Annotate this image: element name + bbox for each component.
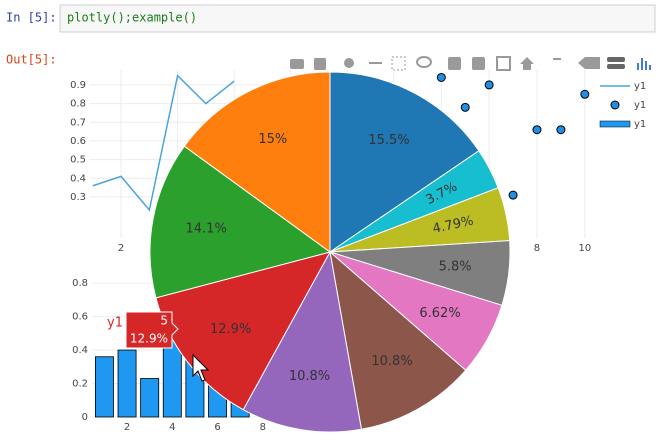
hover-value: 12.9% bbox=[130, 332, 168, 346]
y-tick-label: 0.9 bbox=[70, 80, 86, 91]
point bbox=[580, 89, 590, 99]
y-tick-label: 0.4 bbox=[72, 345, 88, 356]
point bbox=[460, 102, 470, 112]
plotly-logo[interactable] bbox=[637, 58, 651, 70]
bar bbox=[140, 378, 160, 418]
pan-icon[interactable] bbox=[369, 62, 382, 64]
pie-label: 5.8% bbox=[439, 259, 472, 274]
pie-slice bbox=[329, 250, 467, 430]
input-prompt: In [5]: bbox=[6, 11, 57, 25]
y-tick-label: 0.4 bbox=[70, 173, 86, 184]
legend-label: y1 bbox=[634, 119, 646, 130]
zoom-out-icon[interactable] bbox=[472, 57, 485, 70]
y-tick-label: 0.6 bbox=[72, 312, 88, 323]
lasso-icon[interactable] bbox=[416, 56, 432, 68]
y-tick-label: 0.6 bbox=[70, 136, 86, 147]
pie-label: 10.8% bbox=[289, 369, 330, 384]
hover-compare-icon[interactable] bbox=[607, 57, 625, 62]
point bbox=[532, 125, 542, 135]
y-tick-label: 0.2 bbox=[72, 379, 88, 390]
y-tick-label: 0 bbox=[82, 412, 88, 423]
code: plotly();example() bbox=[67, 11, 197, 25]
legend-label: y1 bbox=[634, 81, 646, 92]
x-tick-label: 8 bbox=[534, 243, 540, 254]
point bbox=[508, 190, 518, 200]
home-icon[interactable] bbox=[520, 57, 534, 70]
hover-closest-icon[interactable] bbox=[578, 57, 600, 69]
plots: 0.30.40.50.60.70.80.9246810y1246810y100.… bbox=[70, 70, 646, 433]
y-tick-label: 0.8 bbox=[70, 99, 86, 110]
pie-label: 12.9% bbox=[210, 322, 251, 337]
x-tick-label: 2 bbox=[118, 243, 124, 254]
pie-label: 14.1% bbox=[186, 221, 227, 236]
x-tick-label: 2 bbox=[124, 422, 130, 433]
hover-index: 5 bbox=[160, 314, 168, 328]
output-prompt: Out[5]: bbox=[6, 53, 57, 67]
point bbox=[436, 72, 446, 82]
bar bbox=[117, 349, 137, 418]
pie-label: 15% bbox=[258, 132, 287, 147]
zoom-icon[interactable] bbox=[344, 58, 354, 68]
point bbox=[556, 125, 566, 135]
x-tick-label: 8 bbox=[260, 422, 266, 433]
hover-box bbox=[125, 311, 179, 349]
modebar bbox=[290, 56, 651, 71]
y-tick-label: 0.8 bbox=[72, 278, 88, 289]
cursor bbox=[192, 353, 210, 382]
bar bbox=[94, 356, 114, 418]
x-tick-label: 6 bbox=[214, 422, 220, 433]
pie-label: 10.8% bbox=[371, 354, 412, 369]
hover-name: y1 bbox=[107, 316, 123, 331]
y-tick-label: 0.5 bbox=[70, 155, 86, 166]
zoom-in-icon[interactable] bbox=[448, 57, 461, 70]
y-tick-label: 0.7 bbox=[70, 117, 86, 128]
autoscale-icon[interactable] bbox=[496, 56, 511, 71]
legend-label: y1 bbox=[634, 100, 646, 111]
legend-bar bbox=[599, 120, 631, 128]
legend-marker bbox=[610, 100, 620, 110]
pie-slice bbox=[149, 145, 332, 299]
save-icon[interactable] bbox=[314, 58, 326, 70]
x-tick-label: 10 bbox=[578, 243, 591, 254]
spike-icon[interactable] bbox=[553, 58, 561, 60]
camera-icon[interactable] bbox=[290, 59, 304, 69]
point bbox=[484, 80, 494, 90]
hover-compare-icon[interactable] bbox=[607, 64, 625, 69]
pie-slice bbox=[183, 71, 331, 253]
pie-slice bbox=[242, 250, 363, 433]
x-tick-label: 4 bbox=[169, 422, 175, 433]
pie-label: 6.62% bbox=[419, 306, 460, 321]
input-cell[interactable] bbox=[59, 4, 656, 33]
select-icon[interactable] bbox=[391, 56, 406, 71]
line bbox=[92, 74, 235, 212]
y-tick-label: 0.3 bbox=[70, 192, 86, 203]
pie-label: 15.5% bbox=[368, 133, 409, 148]
pie-slice bbox=[329, 71, 480, 253]
